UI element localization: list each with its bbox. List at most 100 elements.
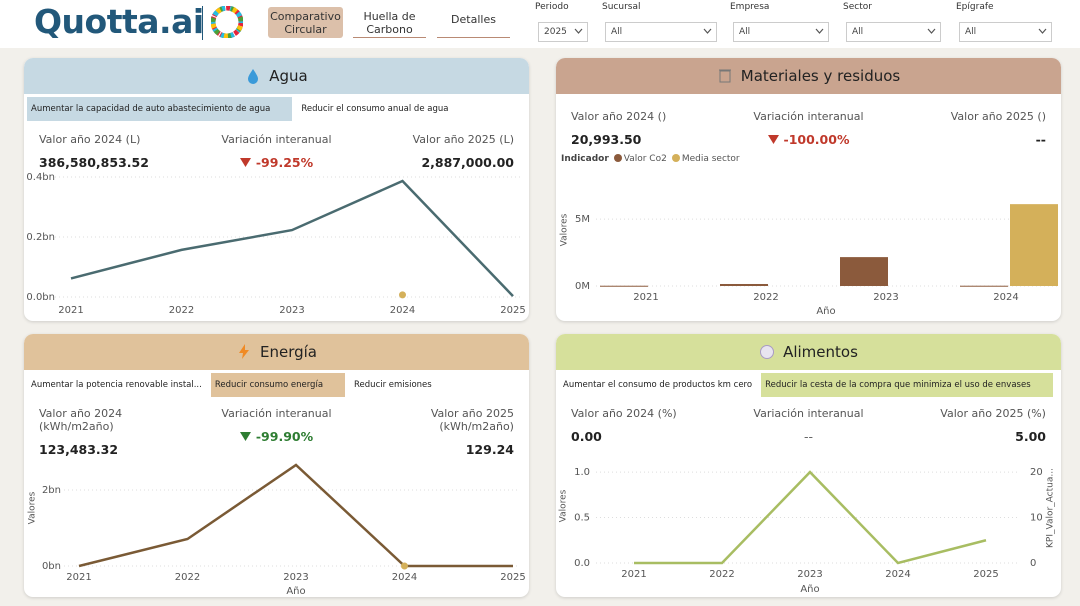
- x-tick-label: 2021: [621, 569, 646, 580]
- kpi-arrow-shape: [767, 135, 779, 144]
- y2-tick-label: 0: [1030, 558, 1036, 569]
- kpi-value: 20,993.50: [571, 132, 642, 147]
- legend-swatch: [613, 154, 622, 162]
- kpi: Valor año 2025 (kWh/m2año) 129.24: [356, 407, 514, 457]
- y-tick-label: 0.0: [574, 558, 590, 569]
- y2-tick-label: 20: [1030, 467, 1043, 478]
- x-tick-label: 2024: [885, 569, 910, 580]
- y-axis-title: Valores: [559, 489, 569, 522]
- panel-tab[interactable]: Aumentar el consumo de productos km cero: [563, 380, 753, 390]
- panel-tab[interactable]: Reducir la cesta de la compra que minimi…: [761, 373, 1053, 397]
- kpi-arrow-shape: [239, 158, 251, 167]
- panel-icon: [760, 345, 775, 359]
- data-line: [78, 463, 514, 568]
- chevron: [927, 28, 936, 34]
- y-tick-label: 0.5: [574, 513, 590, 524]
- tabs: Aumentar la potencia renovable instal...…: [27, 373, 436, 397]
- panel-title: Agua: [269, 67, 308, 85]
- panel-tab[interactable]: Reducir consumo energía: [210, 373, 346, 397]
- filter-dropdown[interactable]: All: [605, 22, 717, 42]
- header-tab[interactable]: Detalles: [437, 7, 510, 38]
- filter-dropdown[interactable]: All: [846, 22, 941, 42]
- kpi-label: Valor año 2024 (kWh/m2año): [39, 407, 123, 433]
- kpi-label: Variación interanual: [221, 133, 332, 146]
- kpi-label: Variación interanual: [753, 407, 864, 420]
- legend-item: Valor Co2: [613, 154, 667, 164]
- legend-label: Media sector: [681, 154, 740, 164]
- kpi-value-row: --: [888, 132, 1046, 147]
- filter-label: Epígrafe: [956, 2, 994, 12]
- x-tick-label: 2022: [709, 569, 734, 580]
- kpi: Variación interanual -99.90%: [197, 407, 355, 457]
- kpi-label: Valor año 2025 (): [950, 110, 1046, 123]
- header-tab[interactable]: Huella de Carbono: [353, 7, 426, 38]
- chevron: [703, 28, 712, 34]
- legend-title: Indicador: [561, 154, 609, 164]
- x-tick-label: 2022: [175, 572, 200, 583]
- kpi: Variación interanual -99.25%: [197, 133, 355, 170]
- chevron-path: [815, 28, 824, 34]
- x-tick-label: 2024: [993, 292, 1018, 303]
- data-point: [399, 291, 406, 299]
- kpi-value-row: -99.25%: [197, 155, 355, 170]
- kpi-arrow-shape: [239, 432, 251, 441]
- x-tick-label: 2023: [283, 572, 308, 583]
- kpi-row: Valor año 2024 (L) 386,580,853.52 Variació…: [24, 133, 529, 170]
- icon-bin: [719, 70, 731, 83]
- icon-plate: [760, 345, 775, 359]
- chevron-path: [703, 28, 712, 34]
- chevron-path: [927, 28, 936, 34]
- bar: [840, 257, 888, 286]
- kpi-label: Valor año 2024 (%): [571, 407, 677, 420]
- panel: Alimentos Aumentar el consumo de producto…: [556, 334, 1061, 597]
- filter-value: All: [611, 27, 623, 37]
- panel: Materiales y residuos Valor año 2024 () 20…: [556, 58, 1061, 321]
- panel-icon: [718, 69, 731, 83]
- panel-header: Energía: [24, 334, 529, 370]
- kpi: Valor año 2024 (L) 386,580,853.52: [39, 133, 197, 170]
- filter-dropdown[interactable]: 2025: [538, 22, 588, 42]
- icon-bolt: [239, 344, 249, 359]
- bar: [720, 283, 768, 286]
- top-bar: Quotta.ai Comparativo Circular Huella de …: [0, 0, 1080, 48]
- panel-title: Energía: [260, 343, 317, 361]
- bar: [600, 285, 648, 287]
- panel-tab[interactable]: Aumentar la potencia renovable instal...: [31, 380, 202, 390]
- kpi-value: --: [1035, 132, 1046, 147]
- kpi-label: Valor año 2025 (%): [940, 407, 1046, 420]
- kpi-value-row: -99.90%: [197, 429, 355, 444]
- kpi-arrow: [767, 135, 779, 144]
- kpi-label: Variación interanual: [753, 110, 864, 123]
- filter-dropdown[interactable]: All: [733, 22, 829, 42]
- x-tick-label: 2021: [66, 572, 91, 583]
- chart: 0.0bn 0.2bn 0.4bn 2021 2022 2023 2024 2025: [26, 172, 525, 316]
- panel: Agua Aumentar la capacidad de auto abaste…: [24, 58, 529, 321]
- header-tab[interactable]: Comparativo Circular: [268, 7, 343, 38]
- kpi: Valor año 2025 (L) 2,887,000.00: [356, 133, 514, 170]
- logo: Quotta.ai: [34, 2, 204, 41]
- panel-tab[interactable]: Aumentar la capacidad de auto abastecimi…: [27, 97, 293, 121]
- panel-title: Materiales y residuos: [740, 67, 901, 85]
- y-tick-label: 5M: [575, 214, 590, 225]
- chart: 0.0 0.5 1.0 0 10 20 KPI_Valor_Actua... Valores A…: [559, 467, 1056, 595]
- filter-label: Empresa: [730, 2, 770, 12]
- chart: 0M 5M Valores Año 2021 2022 2023 2024: [560, 204, 1058, 317]
- kpi-arrow: [239, 158, 251, 167]
- panel-icon: [248, 69, 259, 84]
- panel: Energía Aumentar la potencia renovable in…: [24, 334, 529, 597]
- kpi-value-row: -100.00%: [729, 132, 887, 147]
- filter-label: Periodo: [535, 2, 569, 12]
- kpi: Variación interanual --: [729, 407, 887, 444]
- chevron: [815, 28, 824, 34]
- kpi-value-row: 20,993.50: [571, 132, 729, 147]
- filter-label: Sector: [843, 2, 872, 12]
- panel-tab[interactable]: Reducir emisiones: [354, 380, 432, 390]
- filter-dropdown[interactable]: All: [959, 22, 1052, 42]
- panel-header: Materiales y residuos: [556, 58, 1061, 94]
- x-tick-label: 2023: [279, 305, 304, 316]
- data-line: [70, 179, 514, 297]
- kpi-value-row: --: [729, 429, 887, 444]
- panel-title: Alimentos: [783, 343, 858, 361]
- panel-tab[interactable]: Reducir el consumo anual de agua: [301, 104, 449, 114]
- chart: 0bn 2bn Valores Año 2021 2022 2023 2024 2025: [28, 463, 526, 597]
